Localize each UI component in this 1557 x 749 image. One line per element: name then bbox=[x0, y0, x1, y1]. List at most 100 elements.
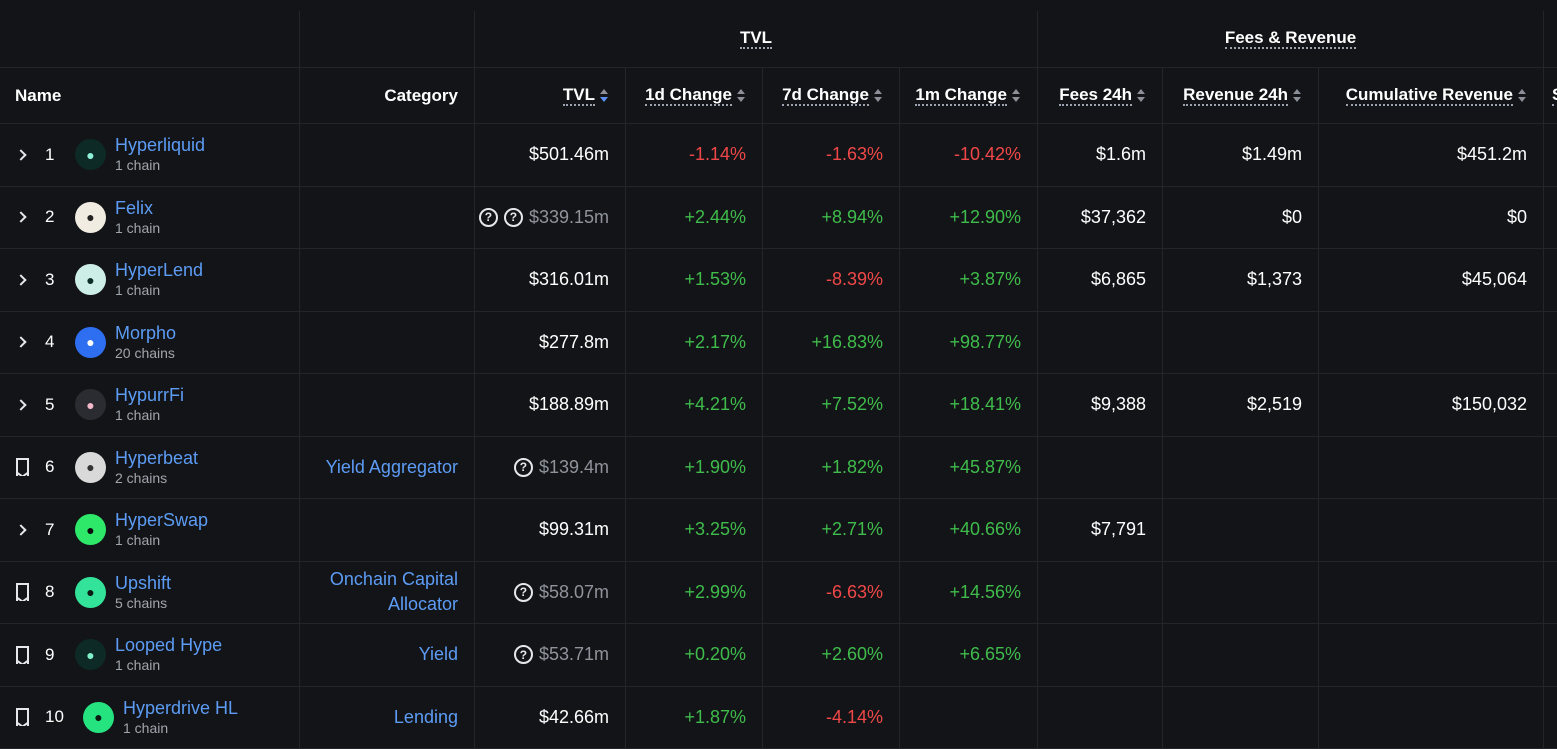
sort-icon[interactable] bbox=[1518, 89, 1527, 103]
protocol-name-link[interactable]: Hyperdrive HL bbox=[123, 698, 238, 719]
cell-tvl: ?$53.71m bbox=[475, 624, 626, 686]
cell-1m-change: +12.90% bbox=[900, 187, 1038, 249]
header-revenue-label[interactable]: Revenue 24h bbox=[1183, 86, 1288, 106]
sort-icon[interactable] bbox=[874, 89, 883, 103]
chevron-right-icon[interactable] bbox=[15, 276, 29, 284]
cell-more bbox=[1544, 499, 1557, 561]
header-revenue-24h[interactable]: Revenue 24h bbox=[1163, 68, 1319, 123]
cell-category bbox=[300, 499, 475, 561]
header-more[interactable]: S bbox=[1544, 68, 1557, 123]
question-circle-icon[interactable]: ? bbox=[514, 645, 533, 664]
cell-tvl: $42.66m bbox=[475, 687, 626, 749]
category-link[interactable]: Onchain Capital Allocator bbox=[308, 567, 458, 617]
cell-category bbox=[300, 124, 475, 186]
cell-1m-change: +3.87% bbox=[900, 249, 1038, 311]
header-category-label: Category bbox=[384, 86, 458, 106]
bookmark-icon[interactable] bbox=[15, 583, 29, 601]
protocol-name-link[interactable]: Hyperbeat bbox=[115, 448, 198, 469]
cell-category bbox=[300, 374, 475, 436]
header-7d-change[interactable]: 7d Change bbox=[763, 68, 900, 123]
sort-icon[interactable] bbox=[1012, 89, 1021, 103]
chain-count: 1 chain bbox=[115, 156, 205, 174]
chevron-right-icon[interactable] bbox=[15, 213, 29, 221]
protocol-name-link[interactable]: Upshift bbox=[115, 573, 171, 594]
chevron-right-icon[interactable] bbox=[15, 151, 29, 159]
revenue-24h-value: $0 bbox=[1282, 207, 1302, 228]
cell-category: Yield Aggregator bbox=[300, 437, 475, 499]
sort-icon[interactable] bbox=[1293, 89, 1302, 103]
header-7d-label[interactable]: 7d Change bbox=[782, 86, 869, 106]
bookmark-icon[interactable] bbox=[15, 646, 29, 664]
cell-1m-change: +45.87% bbox=[900, 437, 1038, 499]
question-circle-icon[interactable]: ? bbox=[514, 458, 533, 477]
header-fees-label[interactable]: Fees 24h bbox=[1059, 86, 1132, 106]
cell-revenue-24h: $1,373 bbox=[1163, 249, 1319, 311]
sort-icon[interactable] bbox=[737, 89, 746, 103]
protocol-name-link[interactable]: HyperSwap bbox=[115, 510, 208, 531]
cell-tvl: ?$139.4m bbox=[475, 437, 626, 499]
protocol-name-link[interactable]: Felix bbox=[115, 198, 160, 219]
group-empty-category bbox=[300, 11, 475, 67]
protocol-logo: ● bbox=[75, 639, 106, 670]
cell-category: Onchain Capital Allocator bbox=[300, 562, 475, 624]
header-1m-change[interactable]: 1m Change bbox=[900, 68, 1038, 123]
header-cumulative-revenue[interactable]: Cumulative Revenue bbox=[1319, 68, 1544, 123]
chevron-right-icon[interactable] bbox=[15, 526, 29, 534]
question-circle-icon[interactable]: ? bbox=[479, 208, 498, 227]
group-empty-name bbox=[0, 11, 300, 67]
chevron-right-icon[interactable] bbox=[15, 401, 29, 409]
sort-icon[interactable] bbox=[600, 89, 609, 103]
protocol-name-link[interactable]: HypurrFi bbox=[115, 385, 184, 406]
category-link[interactable]: Yield bbox=[419, 642, 458, 667]
protocol-name-link[interactable]: HyperLend bbox=[115, 260, 203, 281]
header-fees-24h[interactable]: Fees 24h bbox=[1038, 68, 1163, 123]
protocol-logo: ● bbox=[75, 452, 106, 483]
category-link[interactable]: Lending bbox=[394, 705, 458, 730]
header-1m-label[interactable]: 1m Change bbox=[915, 86, 1007, 106]
cell-category bbox=[300, 187, 475, 249]
protocol-name-link[interactable]: Looped Hype bbox=[115, 635, 222, 656]
header-cumulative-label[interactable]: Cumulative Revenue bbox=[1346, 86, 1513, 106]
cell-more bbox=[1544, 312, 1557, 374]
question-circle-icon[interactable]: ? bbox=[504, 208, 523, 227]
header-tvl-label[interactable]: TVL bbox=[563, 86, 595, 106]
cell-tvl: ??$339.15m bbox=[475, 187, 626, 249]
bookmark-icon[interactable] bbox=[15, 458, 29, 476]
header-more-label[interactable]: S bbox=[1552, 86, 1557, 106]
protocol-name-link[interactable]: Morpho bbox=[115, 323, 176, 344]
cell-cumulative-revenue bbox=[1319, 312, 1544, 374]
protocol-name-link[interactable]: Hyperliquid bbox=[115, 135, 205, 156]
category-link[interactable]: Yield Aggregator bbox=[326, 455, 458, 480]
question-circle-icon[interactable]: ? bbox=[514, 583, 533, 602]
cell-1d-change: +1.90% bbox=[626, 437, 763, 499]
protocol-logo: ● bbox=[75, 327, 106, 358]
chevron-right-icon[interactable] bbox=[15, 338, 29, 346]
header-tvl[interactable]: TVL bbox=[475, 68, 626, 123]
header-1d-label[interactable]: 1d Change bbox=[645, 86, 732, 106]
rank: 8 bbox=[45, 582, 65, 602]
bookmark-icon[interactable] bbox=[15, 708, 29, 726]
header-1d-change[interactable]: 1d Change bbox=[626, 68, 763, 123]
change-7d-value: +2.71% bbox=[821, 519, 883, 540]
sort-icon[interactable] bbox=[1137, 89, 1146, 103]
cell-category bbox=[300, 249, 475, 311]
cumulative-revenue-value: $0 bbox=[1507, 207, 1527, 228]
